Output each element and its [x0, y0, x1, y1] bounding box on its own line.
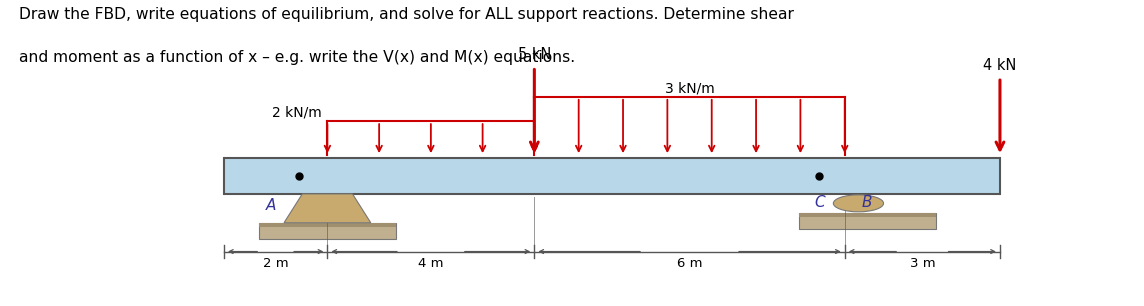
Text: 6 m: 6 m [677, 257, 702, 270]
FancyBboxPatch shape [800, 213, 936, 230]
Text: 2 kN/m: 2 kN/m [272, 106, 321, 120]
Text: A: A [265, 198, 276, 213]
Bar [224, 158, 1000, 194]
Text: B: B [861, 196, 873, 211]
Bar [259, 223, 396, 227]
Text: 2 m: 2 m [263, 257, 288, 270]
Text: 4 m: 4 m [418, 257, 444, 270]
Bar [800, 213, 936, 217]
Text: 3 m: 3 m [909, 257, 935, 270]
Text: 5 kN: 5 kN [517, 47, 551, 62]
Text: C: C [815, 196, 825, 211]
Text: 4 kN: 4 kN [984, 58, 1017, 73]
Ellipse shape [833, 195, 883, 212]
Polygon shape [284, 194, 371, 223]
Text: Draw the FBD, write equations of equilibrium, and solve for ALL support reaction: Draw the FBD, write equations of equilib… [18, 7, 794, 22]
FancyBboxPatch shape [259, 223, 396, 239]
Text: and moment as a function of x – e.g. write the V(x) and M(x) equations.: and moment as a function of x – e.g. wri… [18, 50, 574, 65]
Text: 3 kN/m: 3 kN/m [665, 81, 714, 95]
